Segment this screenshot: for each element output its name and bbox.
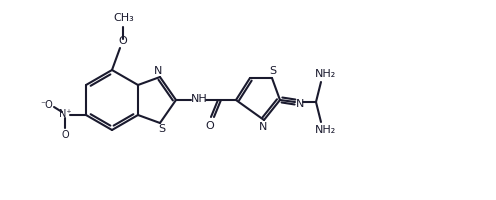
Text: NH: NH: [190, 94, 207, 104]
Text: N: N: [154, 66, 162, 76]
Text: O: O: [61, 130, 69, 140]
Text: NH₂: NH₂: [315, 125, 337, 135]
Text: N: N: [259, 122, 267, 132]
Text: O: O: [206, 121, 214, 131]
Text: S: S: [269, 66, 277, 76]
Text: ⁻O: ⁻O: [41, 100, 54, 110]
Text: O: O: [119, 36, 127, 46]
Text: CH₃: CH₃: [114, 13, 134, 23]
Text: S: S: [158, 124, 166, 134]
Text: N: N: [296, 99, 304, 109]
Text: NH₂: NH₂: [315, 69, 337, 79]
Text: N⁺: N⁺: [59, 109, 71, 119]
